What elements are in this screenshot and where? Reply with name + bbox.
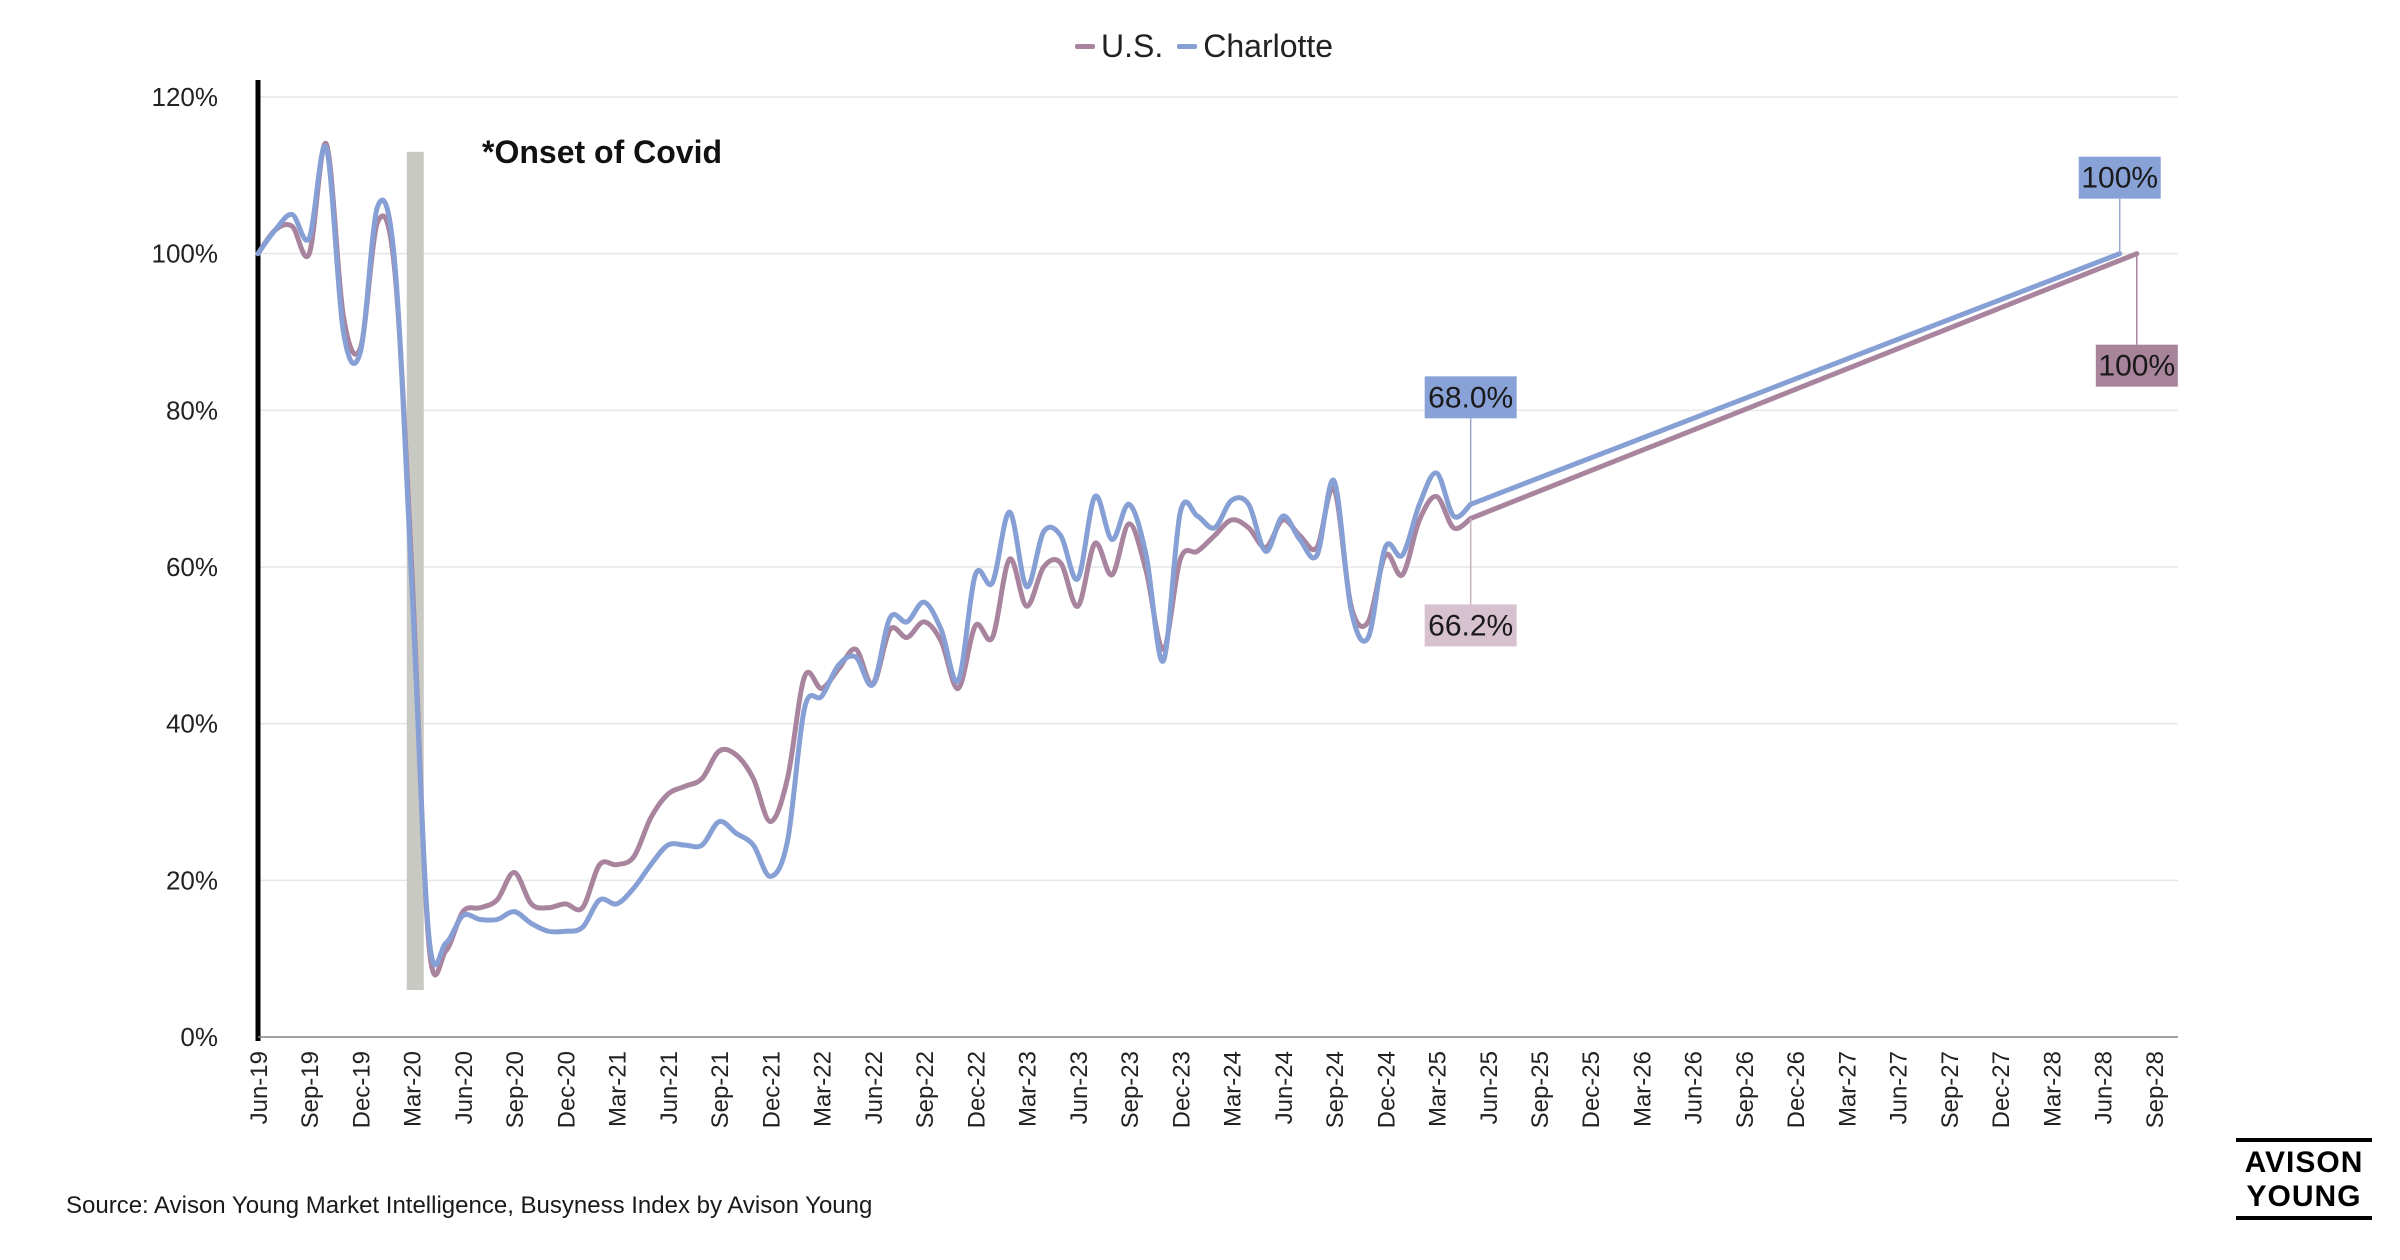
- x-tick-label: Mar-27: [1834, 1051, 1861, 1127]
- x-tick-label: Sep-19: [297, 1051, 324, 1128]
- data-label-box: [2095, 344, 2178, 387]
- legend-item-us: U.S.: [1075, 28, 1163, 65]
- data-label: 100%: [2081, 162, 2158, 195]
- y-tick-label: 100%: [152, 239, 219, 269]
- x-tick-label: Sep-27: [1937, 1051, 1964, 1128]
- x-tick-label: Sep-20: [502, 1051, 529, 1128]
- x-tick-label: Jun-27: [1886, 1051, 1913, 1124]
- x-tick-label: Dec-26: [1783, 1051, 1810, 1128]
- logo-line-2: YOUNG: [2246, 1180, 2362, 1213]
- x-tick-label: Dec-25: [1578, 1051, 1605, 1128]
- data-label-box: [2078, 156, 2161, 199]
- x-tick-label: Sep-22: [912, 1051, 939, 1128]
- data-label-box: [1424, 604, 1517, 647]
- logo-line-1: AVISON: [2244, 1146, 2364, 1179]
- y-tick-labels: 0% 20% 40% 60% 80% 100% 120%: [152, 82, 219, 1052]
- y-tick-label: 20%: [166, 865, 218, 895]
- x-tick-label: Mar-20: [400, 1051, 427, 1127]
- y-tick-label: 40%: [166, 709, 218, 739]
- data-label: 66.2%: [1428, 609, 1513, 642]
- gridlines: [258, 96, 2178, 1038]
- series-projection-charlotte: [1468, 251, 2123, 507]
- legend-label-us: U.S.: [1101, 28, 1164, 64]
- x-tick-label: Jun-24: [1271, 1051, 1298, 1124]
- series-lines: [255, 141, 2140, 978]
- legend-swatch-charlotte: [1177, 44, 1198, 49]
- x-tick-label: Sep-28: [2142, 1051, 2169, 1128]
- x-tick-label: Jun-20: [451, 1051, 478, 1124]
- x-tick-label: Dec-20: [553, 1051, 580, 1128]
- x-tick-label: Jun-26: [1681, 1051, 1708, 1124]
- x-tick-label: Dec-21: [758, 1051, 785, 1128]
- source-note: Source: Avison Young Market Intelligence…: [66, 1192, 873, 1219]
- x-tick-label: Dec-27: [1988, 1051, 2015, 1128]
- x-tick-label: Jun-23: [1066, 1051, 1093, 1124]
- x-tick-label: Jun-21: [656, 1051, 683, 1124]
- y-tick-label: 80%: [166, 395, 218, 425]
- data-label: 68.0%: [1428, 381, 1513, 414]
- y-tick-label: 120%: [152, 82, 219, 112]
- data-labels: 68.0% 66.2% 100% 100%: [1424, 156, 2178, 647]
- series-line-charlotte: [255, 143, 1474, 968]
- x-tick-label: Sep-26: [1732, 1051, 1759, 1128]
- legend-swatch-us: [1075, 44, 1095, 49]
- x-tick-label: Sep-25: [1527, 1051, 1554, 1128]
- y-tick-label: 60%: [166, 552, 218, 582]
- x-tick-label: Dec-19: [348, 1051, 375, 1128]
- x-tick-label: Jun-19: [246, 1051, 273, 1124]
- chart-legend: U.S. Charlotte: [1075, 28, 1333, 65]
- x-tick-label: Jun-25: [1476, 1051, 1503, 1124]
- data-label-box: [1424, 376, 1517, 419]
- x-tick-label: Mar-28: [2039, 1051, 2066, 1127]
- x-tick-labels: Jun-19 Sep-19 Dec-19 Mar-20 Jun-20 Sep-20 Dec-…: [246, 1051, 2169, 1128]
- x-tick-label: Jun-22: [861, 1051, 888, 1124]
- avison-young-logo: AVISON YOUNG: [2236, 1138, 2372, 1220]
- x-tick-label: Mar-22: [810, 1051, 837, 1127]
- x-tick-label: Mar-26: [1629, 1051, 1656, 1127]
- x-tick-label: Mar-23: [1015, 1051, 1042, 1127]
- x-tick-label: Mar-25: [1425, 1051, 1452, 1127]
- x-tick-label: Mar-24: [1220, 1051, 1247, 1127]
- x-tick-label: Sep-24: [1322, 1051, 1349, 1128]
- x-tick-label: Dec-24: [1373, 1051, 1400, 1128]
- x-tick-label: Jun-28: [2091, 1051, 2118, 1124]
- series-line-us: [255, 141, 1474, 978]
- data-label: 100%: [2098, 350, 2175, 383]
- y-tick-label: 0%: [180, 1022, 218, 1052]
- x-tick-label: Sep-23: [1117, 1051, 1144, 1128]
- axes: [255, 80, 2178, 1041]
- x-tick-label: Dec-23: [1168, 1051, 1195, 1128]
- x-tick-label: Sep-21: [707, 1051, 734, 1128]
- x-tick-label: Mar-21: [605, 1051, 632, 1127]
- series-projection-us: [1468, 251, 2140, 521]
- x-tick-label: Dec-22: [963, 1051, 990, 1128]
- covid-annotation: *Onset of Covid: [482, 134, 722, 170]
- legend-item-charlotte: Charlotte: [1177, 28, 1333, 65]
- legend-label-charlotte: Charlotte: [1203, 28, 1334, 64]
